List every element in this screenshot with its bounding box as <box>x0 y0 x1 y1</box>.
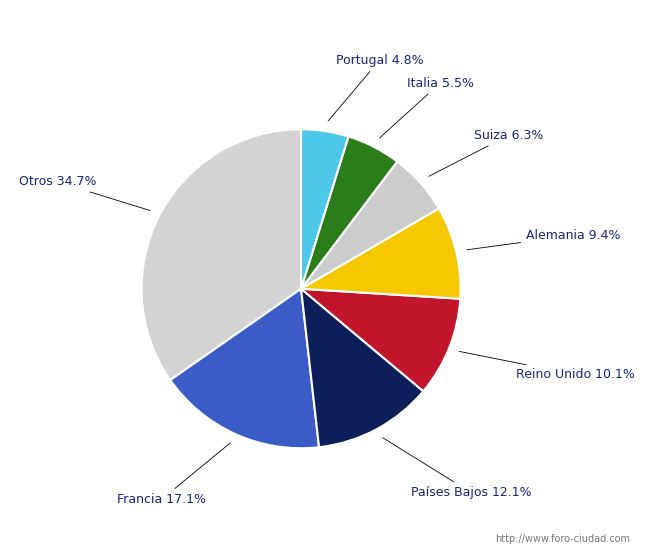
Text: Francia 17.1%: Francia 17.1% <box>117 443 230 506</box>
Text: http://www.foro-ciudad.com: http://www.foro-ciudad.com <box>495 534 630 544</box>
Text: Otros 34.7%: Otros 34.7% <box>18 175 150 211</box>
Wedge shape <box>301 136 397 289</box>
Wedge shape <box>301 129 348 289</box>
Text: Armilla - Turistas extranjeros según país - Abril de 2024: Armilla - Turistas extranjeros según paí… <box>113 15 537 31</box>
Text: Países Bajos 12.1%: Países Bajos 12.1% <box>383 438 531 499</box>
Text: Suiza 6.3%: Suiza 6.3% <box>429 129 543 177</box>
Text: Reino Unido 10.1%: Reino Unido 10.1% <box>460 351 634 381</box>
Wedge shape <box>301 289 423 447</box>
Wedge shape <box>301 208 461 299</box>
Wedge shape <box>142 129 301 380</box>
Wedge shape <box>301 289 460 391</box>
Text: Portugal 4.8%: Portugal 4.8% <box>328 53 423 121</box>
Wedge shape <box>301 162 439 289</box>
Text: Italia 5.5%: Italia 5.5% <box>380 76 474 138</box>
Wedge shape <box>170 289 319 448</box>
Text: Alemania 9.4%: Alemania 9.4% <box>467 229 621 250</box>
